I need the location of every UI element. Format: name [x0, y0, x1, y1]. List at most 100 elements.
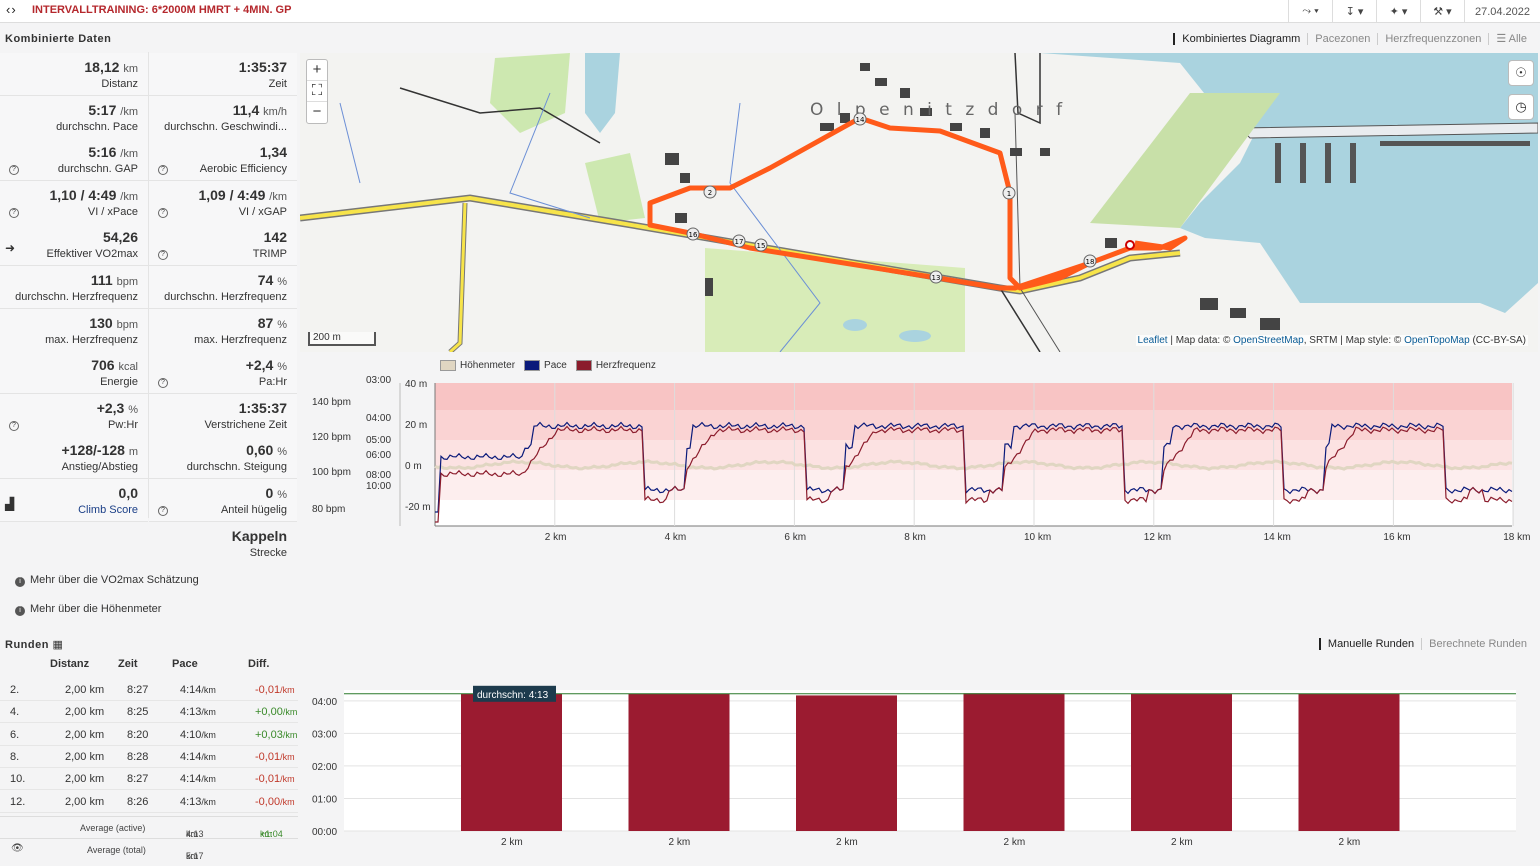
stat-value: 1,09 / 4:49 /km	[198, 187, 287, 203]
magic-icon[interactable]: ✦ ▾	[1376, 0, 1420, 23]
tab-hr-zones[interactable]: Herzfrequenzzonen	[1377, 33, 1488, 45]
zoom-in-button[interactable]: +	[307, 60, 327, 81]
avg-total-pace-value: 5:17	[186, 851, 204, 861]
lap-pace-value: 4:14	[180, 750, 202, 763]
lap-diff-value: -0,01	[255, 773, 281, 786]
table-row[interactable]: 10. 2,00 km 8:27 4:14/km -0,01/km	[0, 768, 298, 791]
stat-value-text: Kappeln	[231, 527, 287, 544]
leaflet-link[interactable]: Leaflet	[1137, 335, 1168, 346]
stat-label: Strecke	[249, 546, 287, 559]
help-icon[interactable]: ?	[158, 250, 168, 261]
fullscreen-icon[interactable]: ⛶	[307, 81, 327, 102]
elevation-info-link[interactable]: i Mehr über die Höhenmeter	[15, 603, 161, 616]
marker-14: 14	[853, 112, 867, 126]
stat-value-text: 5:17	[88, 101, 117, 118]
table-row[interactable]: 2. 2,00 km 8:27 4:14/km -0,01/km	[0, 679, 298, 701]
lap-pace-value: 4:13	[180, 795, 202, 808]
stat-value-text: 74	[257, 272, 274, 288]
lap-dist-value: 2,00 km	[65, 728, 105, 741]
legend-pace[interactable]: Pace	[524, 360, 567, 371]
lap-diff: -0,00/km	[255, 796, 295, 808]
stat-unit: %	[277, 361, 287, 374]
track-4	[999, 287, 1041, 352]
route-map[interactable]: O l p e n i t z d o r f 14 1 2 16 17 15 …	[300, 53, 1538, 352]
osm-link[interactable]: OpenStreetMap	[1233, 335, 1304, 346]
wrench-icon[interactable]: ⚒ ▾	[1420, 0, 1464, 23]
vo2max-info-link[interactable]: i Mehr über die VO2max Schätzung	[15, 574, 199, 587]
zoom-out-button[interactable]: −	[312, 103, 322, 120]
otm-link[interactable]: OpenTopoMap	[1404, 335, 1470, 346]
combined-chart[interactable]: 2 km 4 km 6 km 8 km 10 km 12 km 14 km 16 km 18 k…	[300, 372, 1540, 552]
tab-pace-zones[interactable]: Pacezonen	[1307, 33, 1377, 45]
marker-16: 16	[686, 227, 700, 241]
lap-dist: 2,00 km	[65, 773, 104, 785]
help-icon[interactable]: ?	[9, 420, 19, 431]
help-icon[interactable]: ?	[158, 165, 168, 176]
help-icon[interactable]: ?	[9, 207, 19, 218]
tab-combined-chart[interactable]: Kombiniertes Diagramm	[1173, 33, 1307, 45]
table-row[interactable]: 12. 2,00 km 8:26 4:13/km -0,00/km	[0, 791, 298, 813]
stat-value: +2,3 %	[97, 400, 138, 416]
legend-elevation[interactable]: Höhenmeter	[440, 360, 515, 371]
lake-area	[585, 53, 620, 133]
stat-label: VI / xGAP	[238, 205, 287, 218]
lap-diff-value: -0,00	[255, 795, 281, 808]
laps-title: Runden ▦	[5, 638, 63, 651]
table-row[interactable]: 4. 2,00 km 8:25 4:13/km +0,00/km	[0, 701, 298, 724]
svg-text:15: 15	[757, 242, 766, 250]
stat-label: max. Herzfrequenz	[194, 333, 287, 346]
share-icon[interactable]: ⤳ ▾	[1288, 0, 1332, 23]
stat-unit: bpm	[116, 276, 138, 288]
svg-text:2: 2	[708, 189, 712, 197]
stat-label: VI / xPace	[87, 205, 138, 218]
stat-value: 706 kcal	[91, 357, 138, 373]
globe-icon[interactable]: ☉	[1508, 60, 1534, 86]
stats-divider	[148, 52, 149, 518]
lap-pace: 4:14/km	[180, 751, 216, 763]
stat-label: Distanz	[101, 78, 138, 90]
legend-hr[interactable]: Herzfrequenz	[575, 360, 656, 371]
gauge-icon[interactable]: ◷	[1508, 94, 1534, 120]
col-distance: Distanz	[50, 658, 90, 670]
pace-series	[435, 421, 1513, 513]
stat-value: 74 %	[258, 272, 287, 288]
stat-tile: 11,4 km/h durchschn. Geschwindi...	[149, 95, 297, 139]
stat-unit: %	[277, 318, 287, 331]
stat-value-text: +128/-128	[61, 442, 125, 459]
table-row[interactable]: 8. 2,00 km 8:28 4:14/km -0,01/km	[0, 746, 298, 768]
stat-tile: 1,09 / 4:49 /km VI / xGAP?	[149, 180, 297, 224]
lap-dist: 2,00 km	[65, 706, 104, 718]
combined-tabs: Kombiniertes Diagramm Pacezonen Herzfreq…	[1173, 33, 1534, 45]
stat-label: durchschn. Herzfrequenz	[15, 291, 138, 303]
area-chart-icon[interactable]: ▟	[5, 497, 15, 511]
stat-value: 0,0	[119, 485, 138, 501]
stat-value-text: 1,09 / 4:49	[198, 186, 266, 203]
prev-next-nav[interactable]: ‹›	[6, 2, 17, 17]
stat-tile: Kappeln Strecke	[149, 522, 297, 565]
help-icon[interactable]: ?	[158, 506, 168, 516]
stream-3	[509, 92, 591, 219]
bar-chart-icon: ▦	[52, 639, 64, 651]
stat-value-text: 0,0	[118, 485, 138, 501]
tab-computed-laps[interactable]: Berechnete Runden	[1421, 638, 1534, 650]
stat-value: 54,26	[103, 229, 138, 245]
help-icon[interactable]: ?	[158, 207, 168, 218]
eye-icon[interactable]: 👁	[11, 843, 24, 854]
help-icon[interactable]: ?	[158, 378, 168, 389]
help-icon[interactable]: ?	[9, 165, 19, 176]
laps-bar-chart[interactable]: 04:00 03:00 02:00 01:00 00:00 2 km 2 km 2 km 2 k…	[300, 684, 1540, 864]
marker-15: 15	[754, 238, 768, 252]
y-tick-label: 03:00	[312, 729, 337, 740]
stat-tile: +2,3 % Pw:Hr?	[0, 393, 148, 437]
stat-value-text: 1,34	[259, 144, 287, 161]
tab-manual-laps[interactable]: Manuelle Runden	[1318, 638, 1421, 650]
stat-label: durchschn. GAP	[57, 163, 138, 176]
table-row[interactable]: 6. 2,00 km 8:20 4:10/km +0,03/km	[0, 724, 298, 746]
tab-all[interactable]: ☰ Alle	[1488, 33, 1534, 45]
download-icon[interactable]: ↧ ▾	[1332, 0, 1376, 23]
arrow-right-icon[interactable]: ➜	[5, 241, 16, 256]
stat-value: 5:17 /km	[88, 102, 138, 118]
stat-tile: 87 % max. Herzfrequenz	[149, 308, 297, 352]
average-tooltip	[473, 685, 556, 702]
start-marker	[1125, 240, 1135, 250]
